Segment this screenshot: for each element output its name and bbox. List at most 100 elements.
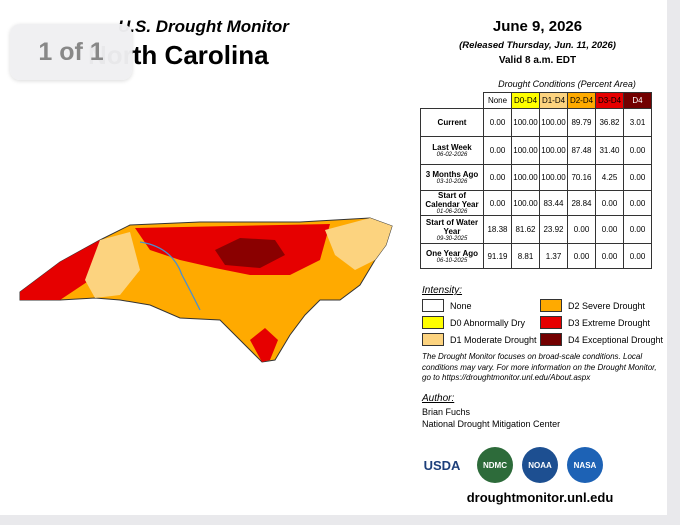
column-header: None bbox=[483, 92, 512, 109]
monitor-title: U.S. Drought Monitor bbox=[118, 17, 289, 36]
column-header: D2-D4 bbox=[567, 92, 596, 109]
row-name: One Year Ago bbox=[425, 248, 479, 258]
cell-value: 70.16 bbox=[567, 164, 596, 191]
cell-value: 0.00 bbox=[623, 164, 652, 191]
row-label: Start of Water Year 09-30-2025 bbox=[420, 215, 484, 244]
row-label: Current bbox=[420, 108, 484, 137]
cell-value: 36.82 bbox=[595, 108, 624, 137]
cell-value: 81.62 bbox=[511, 215, 540, 244]
cell-value: 1.37 bbox=[539, 243, 568, 269]
legend-label: D0 Abnormally Dry bbox=[450, 317, 526, 328]
cell-value: 23.92 bbox=[539, 215, 568, 244]
cell-value: 31.40 bbox=[595, 136, 624, 165]
legend-swatch bbox=[422, 333, 444, 346]
row-label: 3 Months Ago 03-10-2026 bbox=[420, 164, 484, 191]
legend-title: Intensity: bbox=[422, 285, 463, 296]
cell-value: 0.00 bbox=[595, 215, 624, 244]
cell-value: 0.00 bbox=[623, 243, 652, 269]
cell-value: 0.00 bbox=[483, 164, 512, 191]
cell-value: 4.25 bbox=[595, 164, 624, 191]
drought-card: U.S. Drought Monitor North Carolina 1 of… bbox=[0, 0, 667, 515]
cell-value: 28.84 bbox=[567, 190, 596, 216]
cell-value: 0.00 bbox=[623, 190, 652, 216]
data-row: Last Week 06-02-2026 0.00 100.00 100.00 87.48… bbox=[420, 136, 652, 165]
row-label: Start of Calendar Year 01-06-2026 bbox=[420, 190, 484, 216]
cell-value: 100.00 bbox=[539, 164, 568, 191]
row-date: 09-30-2025 bbox=[436, 235, 468, 242]
legend-label: D4 Exceptional Drought bbox=[568, 334, 664, 345]
cell-value: 3.01 bbox=[623, 108, 652, 137]
column-header: D4 bbox=[623, 92, 652, 109]
note: The Drought Monitor focuses on broad-sca… bbox=[422, 352, 657, 382]
logo: NASA bbox=[567, 447, 603, 483]
cell-value: 100.00 bbox=[511, 136, 540, 165]
d1-east bbox=[325, 218, 392, 270]
legend-swatch bbox=[540, 299, 562, 312]
cell-value: 100.00 bbox=[511, 190, 540, 216]
legend-item: None bbox=[422, 299, 472, 312]
cell-value: 100.00 bbox=[539, 108, 568, 137]
legend-label: D3 Extreme Drought bbox=[568, 317, 651, 328]
legend-swatch bbox=[540, 316, 562, 329]
row-label: One Year Ago 06-10-2025 bbox=[420, 243, 484, 269]
pager-badge[interactable]: 1 of 1 bbox=[10, 24, 132, 80]
release-date: (Released Thursday, Jun. 11, 2026) bbox=[459, 40, 616, 51]
author-org: National Drought Mitigation Center bbox=[422, 419, 561, 429]
d3-west bbox=[20, 240, 115, 300]
column-header: D3-D4 bbox=[595, 92, 624, 109]
cell-value: 18.38 bbox=[483, 215, 512, 244]
cell-value: 0.00 bbox=[623, 215, 652, 244]
data-row: One Year Ago 06-10-2025 91.19 8.81 1.37 0.00 0… bbox=[420, 243, 652, 269]
cell-value: 0.00 bbox=[623, 136, 652, 165]
row-date: 03-10-2026 bbox=[436, 179, 468, 185]
author-title: Author: bbox=[422, 393, 455, 404]
table-title: Drought Conditions (Percent Area) bbox=[498, 79, 636, 89]
cell-value: 0.00 bbox=[567, 215, 596, 244]
row-date: 06-02-2026 bbox=[436, 152, 468, 158]
cell-value: 100.00 bbox=[511, 108, 540, 137]
site-url[interactable]: droughtmonitor.unl.edu bbox=[466, 490, 614, 505]
d3-south bbox=[250, 328, 278, 362]
logo: USDA bbox=[422, 447, 462, 483]
row-date: 06-10-2025 bbox=[436, 257, 468, 264]
legend-label: None bbox=[450, 300, 472, 311]
row-name: Last Week bbox=[432, 143, 472, 152]
row-name: Start of Water Year bbox=[425, 217, 479, 236]
cell-value: 83.44 bbox=[539, 190, 568, 216]
header-row: None D0-D4 D1-D4 D2-D4 D3-D4 D4 bbox=[421, 92, 652, 109]
d4-area bbox=[215, 238, 285, 268]
data-row: 3 Months Ago 03-10-2026 0.00 100.00 100.00 70… bbox=[420, 164, 652, 191]
logo: NOAA bbox=[522, 447, 558, 483]
cell-value: 91.19 bbox=[483, 243, 512, 269]
cell-value: 8.81 bbox=[511, 243, 540, 269]
logo: NDMC bbox=[477, 447, 513, 483]
d1-west bbox=[85, 232, 140, 298]
row-name: 3 Months Ago bbox=[425, 170, 479, 179]
column-header: D0-D4 bbox=[511, 92, 540, 109]
author-name: Brian Fuchs bbox=[422, 407, 471, 417]
legend-label: D1 Moderate Drought bbox=[450, 334, 537, 345]
row-date: 01-06-2026 bbox=[436, 209, 468, 215]
cell-value: 87.48 bbox=[567, 136, 596, 165]
data-row: Current 0.00 100.00 100.00 89.79 36.82 3.01 bbox=[420, 108, 652, 137]
data-row: Start of Calendar Year 01-06-2026 0.00 100.… bbox=[420, 190, 652, 216]
cell-value: 0.00 bbox=[595, 243, 624, 269]
cell-value: 0.00 bbox=[595, 190, 624, 216]
legend-item: D0 Abnormally Dry bbox=[422, 316, 525, 329]
corner-cell bbox=[421, 93, 484, 109]
map-date: June 9, 2026 bbox=[492, 18, 583, 35]
legend-item: D2 Severe Drought bbox=[540, 299, 645, 312]
legend-label: D2 Severe Drought bbox=[568, 300, 646, 311]
legend-item: D1 Moderate Drought bbox=[422, 333, 537, 346]
cell-value: 0.00 bbox=[483, 136, 512, 165]
state-map bbox=[19, 217, 393, 363]
data-row: Start of Water Year 09-30-2025 18.38 81.62 2… bbox=[420, 215, 652, 244]
column-header: D1-D4 bbox=[539, 92, 568, 109]
legend-swatch bbox=[422, 299, 444, 312]
river bbox=[139, 241, 201, 311]
legend-item: D3 Extreme Drought bbox=[540, 316, 650, 329]
row-label: Last Week 06-02-2026 bbox=[420, 136, 484, 165]
legend-swatch bbox=[422, 316, 444, 329]
cell-value: 100.00 bbox=[539, 136, 568, 165]
